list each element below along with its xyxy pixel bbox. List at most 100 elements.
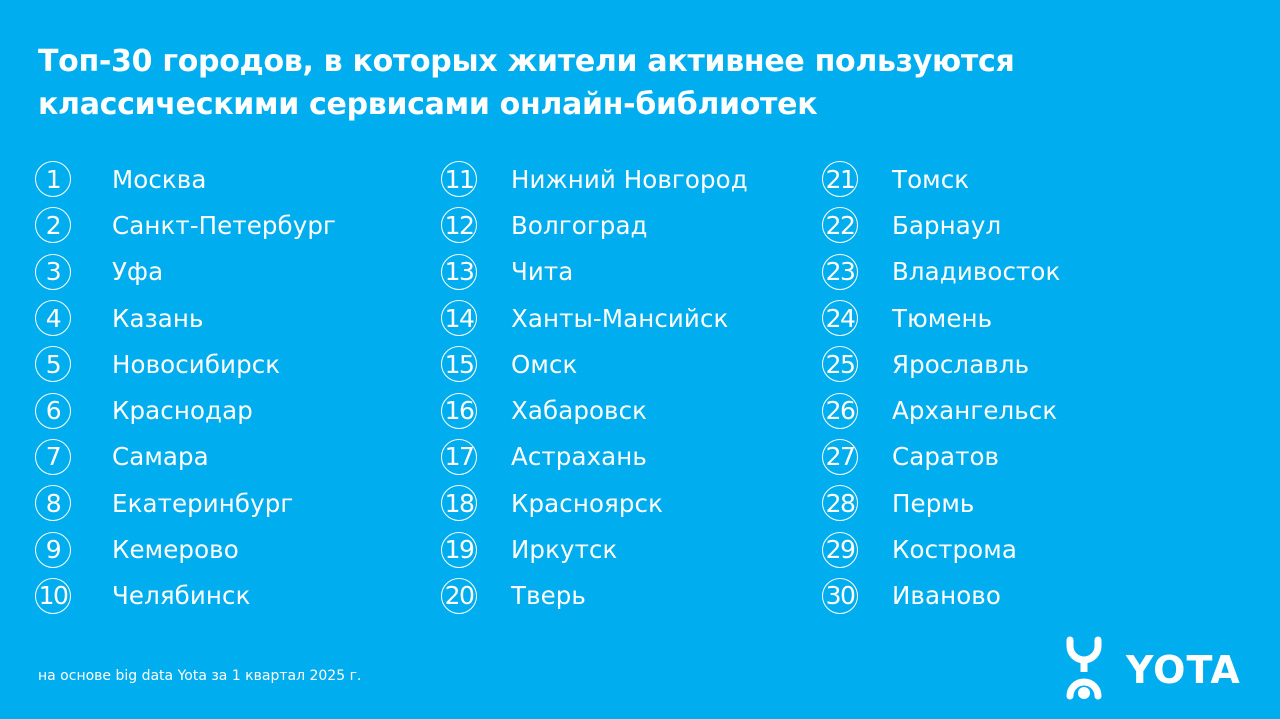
ranking-column: 21 Томск 22 Барнаул 23 Владивосток 24 Тюмень 25 Я… [822,156,1060,619]
city-name: Барнаул [892,210,1002,240]
rank-badge: 23 [822,253,858,290]
city-name: Тюмень [892,303,993,333]
ranking-item: 25 Ярославль [822,341,1029,387]
rank-badge: 18 [441,485,477,522]
ranking-item: 9 Кемерово [35,526,239,572]
city-name: Самара [112,442,209,472]
rank-badge: 7 [35,438,71,475]
city-name: Екатеринбург [112,488,294,518]
ranking-item: 19 Иркутск [441,526,617,572]
ranking-item: 13 Чита [441,249,573,295]
ranking-column: 11 Нижний Новгород 12 Волгоград 13 Чита 14 Хант… [441,156,748,619]
rank-badge: 24 [822,300,858,337]
city-name: Чита [511,257,574,287]
page-title: Топ-30 городов, в которых жители активне… [38,40,1015,126]
ranking-item: 20 Тверь [441,573,586,619]
city-name: Кемерово [112,535,239,565]
city-name: Москва [112,164,207,194]
city-name: Уфа [112,257,164,287]
ranking-item: 17 Астрахань [441,434,647,480]
rank-badge: 5 [35,346,71,383]
city-name: Краснодар [112,396,253,426]
rank-badge: 28 [822,485,858,522]
city-name: Тверь [511,581,586,611]
city-name: Томск [892,164,970,194]
ranking-item: 1 Москва [35,156,206,202]
city-name: Иваново [892,581,1001,611]
rank-badge: 11 [441,161,477,198]
ranking-item: 14 Ханты-Мансийск [441,295,728,341]
city-name: Казань [112,303,204,333]
city-name: Иркутск [511,535,618,565]
rank-badge: 13 [441,253,477,290]
rank-badge: 29 [822,531,858,568]
ranking-item: 4 Казань [35,295,203,341]
ranking-column: 1 Москва 2 Санкт-Петербург 3 Уфа 4 Казань 5 Новос… [35,156,336,619]
rank-badge: 27 [822,438,858,475]
rank-badge: 8 [35,485,71,522]
rank-badge: 19 [441,531,477,568]
footnote: на основе big data Yota за 1 квартал 202… [38,668,362,684]
rank-badge: 25 [822,346,858,383]
city-name: Волгоград [511,210,648,240]
rank-badge: 3 [35,253,71,290]
rank-badge: 2 [35,207,71,244]
city-name: Нижний Новгород [511,164,748,194]
city-name: Хабаровск [511,396,648,426]
rank-badge: 20 [441,577,477,614]
city-name: Кострома [892,535,1017,565]
rank-badge: 6 [35,392,71,429]
city-name: Ярославль [892,349,1030,379]
city-name: Красноярск [511,488,663,518]
ranking-item: 27 Саратов [822,434,999,480]
rank-badge: 21 [822,161,858,198]
rank-badge: 4 [35,300,71,337]
city-name: Омск [511,349,578,379]
ranking-item: 6 Краснодар [35,387,253,433]
rank-badge: 17 [441,438,477,475]
yota-logo-icon: YOTA [1066,636,1241,700]
ranking-item: 7 Самара [35,434,209,480]
rank-badge: 26 [822,392,858,429]
ranking-item: 11 Нижний Новгород [441,156,748,202]
ranking-item: 5 Новосибирск [35,341,280,387]
ranking-item: 2 Санкт-Петербург [35,202,336,248]
rank-badge: 14 [441,300,477,337]
ranking-item: 23 Владивосток [822,249,1060,295]
svg-text:YOTA: YOTA [1125,648,1241,692]
city-name: Архангельск [892,396,1058,426]
ranking-item: 22 Барнаул [822,202,1001,248]
city-name: Ханты-Мансийск [511,303,729,333]
city-name: Саратов [892,442,1000,472]
rank-badge: 16 [441,392,477,429]
rank-badge: 10 [35,577,71,614]
ranking-item: 16 Хабаровск [441,387,647,433]
city-name: Челябинск [112,581,251,611]
city-name: Владивосток [892,257,1061,287]
ranking-item: 3 Уфа [35,249,163,295]
ranking-item: 28 Пермь [822,480,974,526]
city-name: Новосибирск [112,349,281,379]
ranking-item: 29 Кострома [822,526,1017,572]
rank-badge: 30 [822,577,858,614]
ranking-item: 24 Тюмень [822,295,992,341]
title-line-2: классическими сервисами онлайн-библиотек [38,87,818,122]
ranking-item: 18 Красноярск [441,480,663,526]
rank-badge: 9 [35,531,71,568]
rank-badge: 12 [441,207,477,244]
ranking-item: 10 Челябинск [35,573,250,619]
rank-badge: 15 [441,346,477,383]
rank-badge: 1 [35,161,71,198]
title-line-1: Топ-30 городов, в которых жители активне… [38,44,1015,79]
ranking-item: 12 Волгоград [441,202,648,248]
yota-logo: YOTA [1062,634,1257,708]
ranking-item: 8 Екатеринбург [35,480,293,526]
ranking-item: 26 Архангельск [822,387,1057,433]
ranking-item: 15 Омск [441,341,577,387]
city-name: Пермь [892,488,975,518]
ranking-item: 30 Иваново [822,573,1001,619]
ranking-item: 21 Томск [822,156,969,202]
rank-badge: 22 [822,207,858,244]
city-name: Санкт-Петербург [112,210,336,240]
city-name: Астрахань [511,442,647,472]
